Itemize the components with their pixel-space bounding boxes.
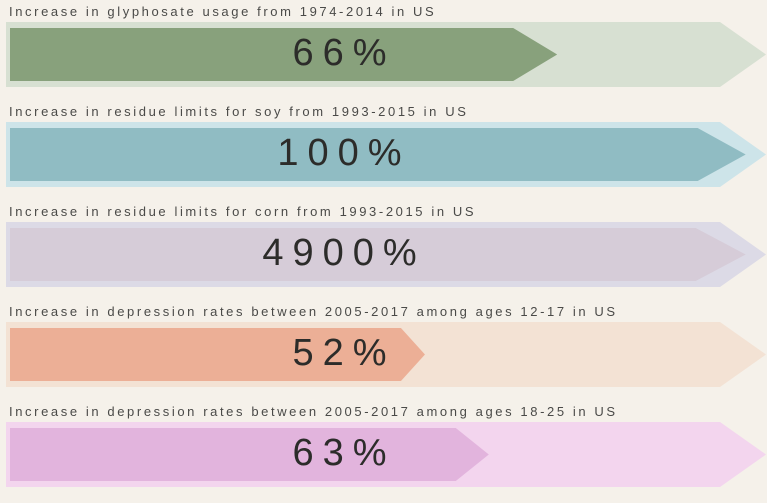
- bar-fill-arrow: [10, 328, 425, 381]
- bar-label: Increase in residue limits for corn from…: [9, 204, 477, 219]
- bar-fill-arrow: [10, 228, 746, 281]
- bar-fill-arrow: [10, 428, 489, 481]
- bar-label: Increase in glyphosate usage from 1974-2…: [9, 4, 437, 19]
- bar-label: Increase in depression rates between 200…: [9, 304, 618, 319]
- bar-row: Increase in residue limits for soy from …: [0, 100, 767, 200]
- bar-label: Increase in depression rates between 200…: [9, 404, 618, 419]
- bar-track: 52%: [6, 322, 766, 387]
- bar-row: Increase in depression rates between 200…: [0, 300, 767, 400]
- bar-fill-arrow: [10, 28, 557, 81]
- bar-track: 4900%: [6, 222, 766, 287]
- bar-label: Increase in residue limits for soy from …: [9, 104, 469, 119]
- bar-fill-arrow: [10, 128, 746, 181]
- bar-track: 63%: [6, 422, 766, 487]
- bar-row: Increase in depression rates between 200…: [0, 400, 767, 500]
- bar-row: Increase in residue limits for corn from…: [0, 200, 767, 300]
- bar-track: 100%: [6, 122, 766, 187]
- bar-track: 66%: [6, 22, 766, 87]
- bar-row: Increase in glyphosate usage from 1974-2…: [0, 0, 767, 100]
